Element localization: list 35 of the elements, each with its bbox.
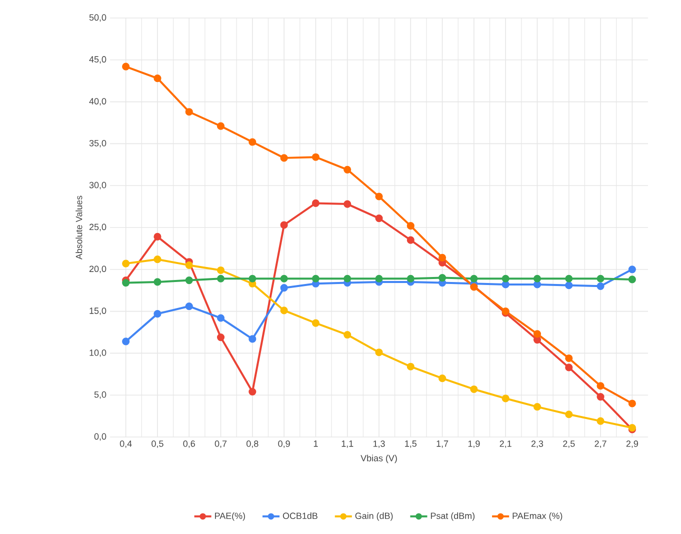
legend-label: Psat (dBm) [430,512,475,521]
y-tick-label: 50,0 [89,14,106,22]
x-tick-label: 0,6 [183,440,195,448]
y-tick-label: 10,0 [90,349,106,357]
x-tick-label: 2,7 [594,440,606,448]
x-axis-title: Vbias (V) [360,454,397,464]
x-tick-label: 2,5 [563,440,575,448]
x-tick-label: 0,7 [214,440,227,448]
x-tick-label: 1,3 [373,440,385,448]
x-tick-label: 1,7 [436,440,448,448]
legend-label: PAEmax (%) [512,512,562,521]
x-tick-label: 0,8 [246,440,258,448]
y-tick-label: 15,0 [90,308,106,315]
y-tick-label: 25,0 [89,224,106,232]
x-tick-label: 2,1 [500,440,512,448]
y-tick-label: 45,0 [89,56,106,64]
y-tick-label: 30,0 [89,182,106,190]
x-tick-label: 1,1 [342,440,354,448]
x-tick-label: 0,9 [278,440,290,448]
y-tick-label: 40,0 [89,98,106,106]
y-tick-label: 20,0 [89,266,106,274]
legend-label: OCB1dB [282,512,318,520]
y-tick-label: 0,0 [94,433,106,441]
x-tick-label: 1 [314,440,318,447]
x-tick-label: 0,5 [152,440,164,448]
x-tick-label: 2,3 [531,440,544,448]
y-tick-label: 5,0 [94,391,106,399]
x-tick-label: 1,5 [405,440,417,448]
legend-label: PAE(%) [215,512,245,521]
x-tick-label: 2,9 [626,440,638,448]
x-tick-label: 0,4 [120,440,132,448]
y-tick-label: 35,0 [89,140,106,148]
y-axis-title: Absolute Values [76,196,82,260]
x-tick-label: 1,9 [468,440,480,448]
legend-label: Gain (dB) [355,512,393,521]
